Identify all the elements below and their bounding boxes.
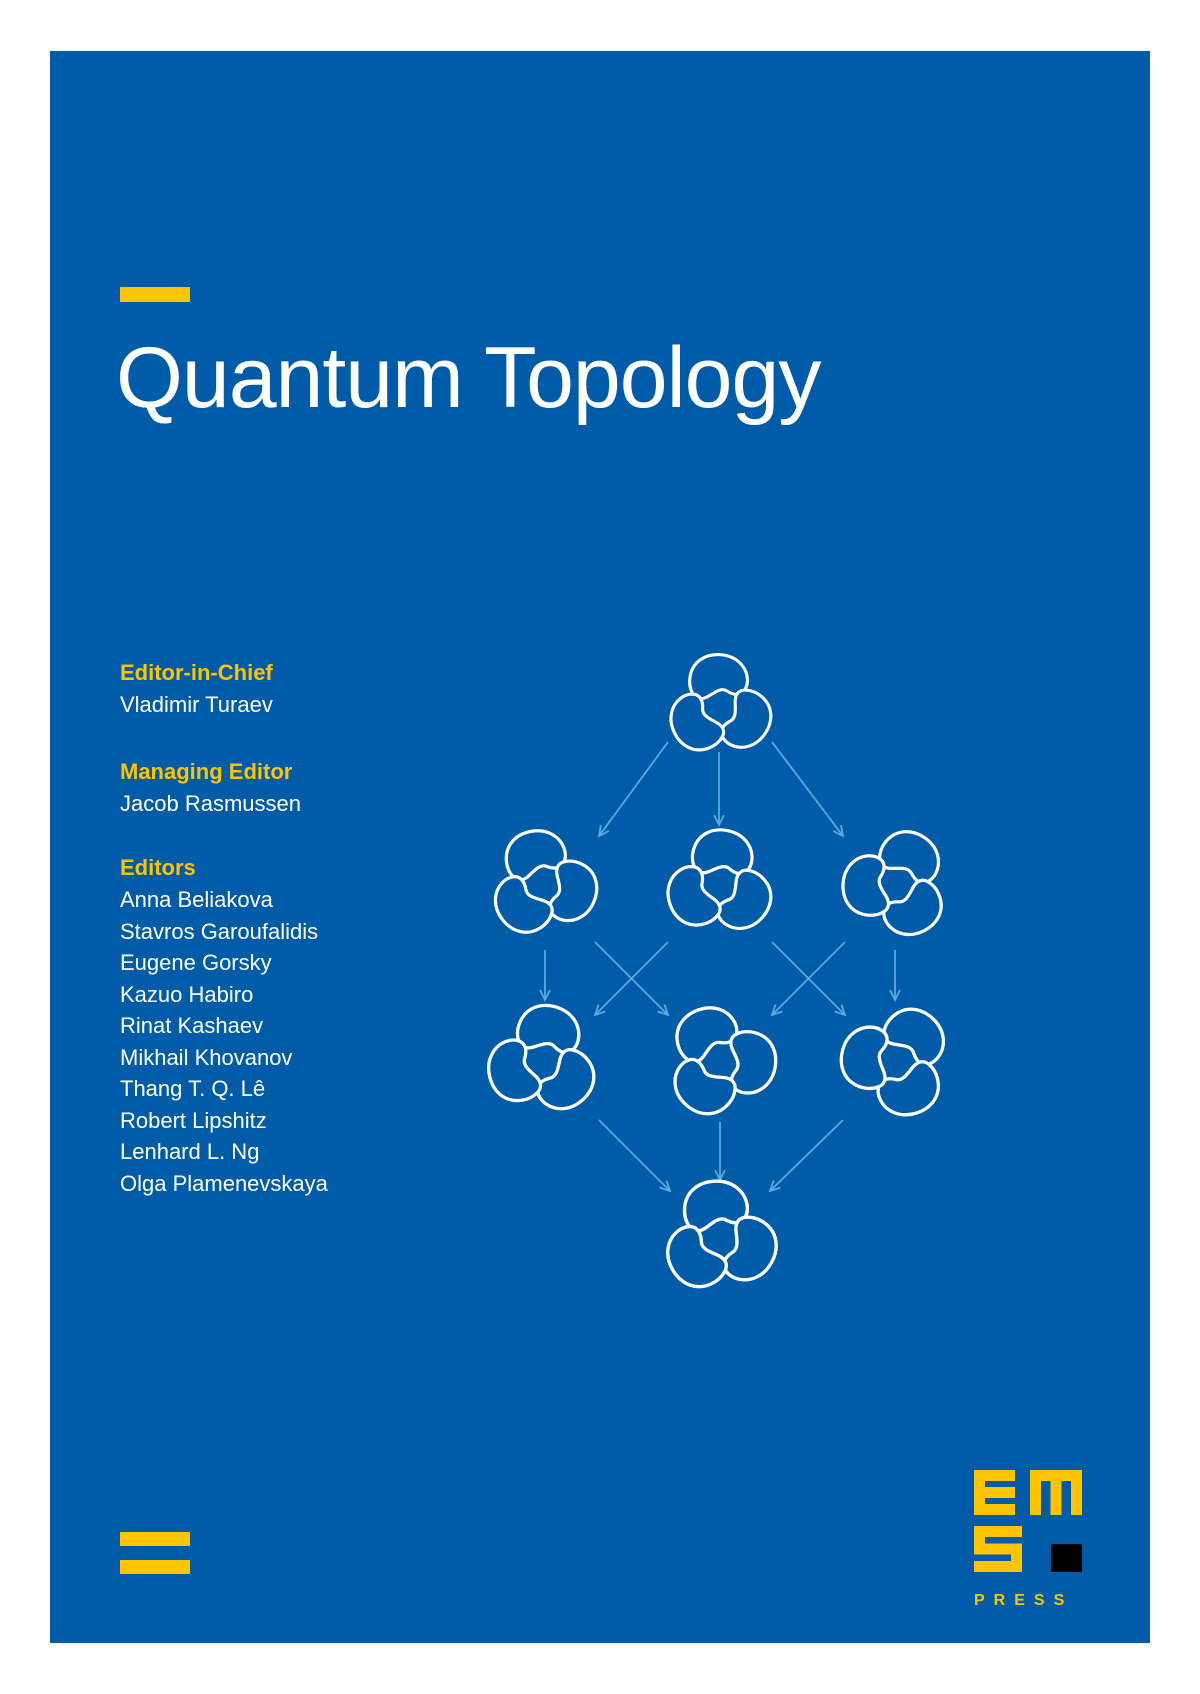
- masthead: Editor-in-Chief Vladimir Turaev Managing…: [120, 657, 450, 1199]
- knot-lobe: [839, 1025, 889, 1090]
- lattice-arrowhead: [593, 1004, 606, 1017]
- lattice-arrowhead: [539, 989, 551, 1003]
- trefoil-knot-bottom: [666, 1179, 778, 1289]
- editor-name: Anna Beliakova: [120, 887, 273, 912]
- knot-lobe: [675, 1006, 739, 1064]
- editors-list: Anna Beliakova Stavros Garoufalidis Eugene…: [120, 884, 450, 1199]
- brand-equals-mark-top: [120, 1532, 190, 1546]
- journal-title: Quantum Topology: [116, 330, 821, 426]
- ems-logo-black-square: [1051, 1544, 1082, 1572]
- knot-lobe: [715, 868, 773, 930]
- ems-press-logo: PRESS: [974, 1470, 1082, 1610]
- lattice-arrow: [594, 941, 669, 1016]
- knot-lobe: [487, 1038, 543, 1103]
- knot-lobe: [493, 875, 554, 934]
- knot-lobe: [878, 830, 941, 885]
- ems-logo-letter-s: [974, 1526, 1022, 1572]
- knot-lobe: [722, 1215, 778, 1282]
- lattice-arrow: [771, 741, 844, 837]
- knot-lobe: [666, 1224, 729, 1289]
- editor-name: Lenhard L. Ng: [120, 1139, 260, 1164]
- lattice-arrowhead: [657, 1004, 670, 1017]
- editor-name: Olga Plamenevskaya: [120, 1170, 328, 1196]
- lattice-arrowhead: [659, 1180, 672, 1193]
- knot-lobe: [841, 854, 891, 917]
- lattice-arrow: [769, 1119, 844, 1192]
- trefoil-knot-low-right: [839, 1007, 946, 1117]
- knot-lobe: [719, 688, 773, 749]
- ems-logo-letter-e: [974, 1470, 1015, 1515]
- lattice-arrowhead: [597, 825, 610, 838]
- lattice-arrowhead: [713, 814, 725, 828]
- knot-lobe: [673, 1057, 737, 1116]
- trefoil-knot-lattice-diagram: [487, 653, 946, 1289]
- ems-logo-letter-m: [1030, 1470, 1082, 1515]
- trefoil-knot-top: [669, 653, 773, 752]
- lattice-arrowhead: [834, 1004, 847, 1017]
- lattice-arrow: [598, 741, 669, 837]
- editor-name: Stavros Garoufalidis: [120, 918, 319, 944]
- editor-name: Eugene Gorsky: [120, 950, 272, 975]
- trefoil-knot-low-left: [487, 1003, 596, 1111]
- editor-name: Rinat Kashaev: [120, 1013, 264, 1038]
- knot-lobe: [882, 878, 943, 937]
- editor-name: Kazuo Habiro: [120, 981, 254, 1007]
- brand-equals-mark-bottom: [120, 1560, 190, 1574]
- lattice-arrowhead: [768, 1180, 781, 1193]
- editor-name: Mikhail Khovanov: [120, 1044, 293, 1070]
- trefoil-knot-mid-right: [841, 830, 943, 937]
- editor-name: Robert Lipshitz: [120, 1107, 267, 1133]
- managing-editor-label: Managing Editor: [120, 759, 293, 784]
- editors-label: Editors: [120, 855, 196, 880]
- lattice-arrowhead: [832, 825, 845, 838]
- trefoil-knot-low-center: [673, 1006, 778, 1116]
- lattice-arrowhead: [889, 989, 901, 1003]
- knot-lobe: [669, 692, 726, 752]
- lattice-arrow: [598, 1119, 671, 1192]
- editor-name: Thang T. Q. Lê: [120, 1076, 266, 1101]
- trefoil-knot-mid-left: [493, 829, 599, 934]
- trefoil-knot-mid-center: [666, 828, 773, 930]
- editor-in-chief-name: Vladimir Turaev: [120, 692, 273, 717]
- brand-dash-mark: [120, 287, 190, 302]
- managing-editor-name: Jacob Rasmussen: [120, 791, 301, 816]
- journal-cover: Quantum Topology Editor-in-Chief Vladimi…: [50, 51, 1150, 1643]
- knot-lobe: [666, 865, 722, 927]
- editor-in-chief-label: Editor-in-Chief: [120, 660, 273, 685]
- ems-press-wordmark: PRESS: [974, 1592, 1074, 1609]
- lattice-arrow: [771, 941, 846, 1016]
- lattice-arrowhead: [770, 1004, 783, 1017]
